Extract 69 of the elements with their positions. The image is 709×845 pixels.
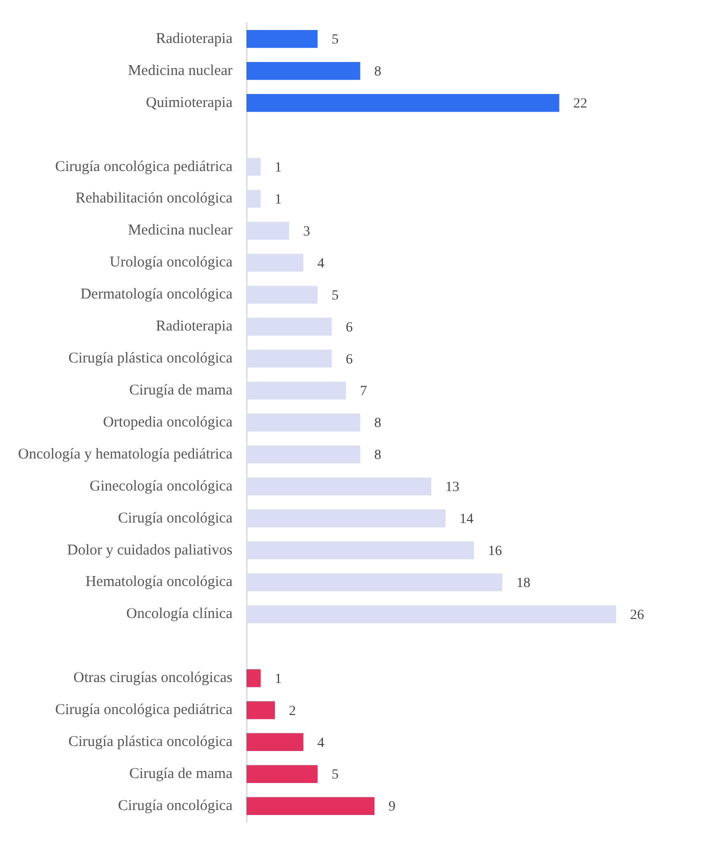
- data-label: 22: [573, 96, 588, 112]
- data-label: 4: [317, 736, 324, 751]
- bar: [246, 446, 360, 464]
- y-tick-label: Cirugía oncológica pediátrica: [55, 702, 233, 718]
- data-label: 14: [460, 512, 474, 528]
- bar: [246, 318, 332, 336]
- bar: [246, 477, 432, 496]
- y-tick-label: Radioterapia: [156, 318, 233, 335]
- data-label: 6: [346, 352, 353, 368]
- y-tick-label: Cirugía oncológica pediátrica: [55, 158, 233, 175]
- y-tick-label: Cirugía oncológica: [118, 510, 233, 526]
- data-label: 13: [445, 480, 460, 496]
- bar: [246, 797, 374, 815]
- bar: [246, 158, 261, 176]
- data-label: 8: [374, 416, 382, 432]
- bar: [246, 414, 360, 432]
- y-tick-label: Ortopedia oncológica: [102, 414, 233, 430]
- y-tick-label: Medicina nuclear: [128, 222, 233, 239]
- bar: [246, 222, 290, 240]
- y-tick-label: Otras cirugías oncológicas: [73, 670, 233, 686]
- bar: [246, 350, 332, 368]
- data-label: 9: [388, 800, 396, 815]
- y-tick-label: Hematología oncológica: [85, 574, 233, 590]
- y-tick-label: Cirugía de mama: [129, 766, 233, 782]
- y-tick-label: Dermatología oncológica: [80, 286, 233, 303]
- data-label: 6: [346, 320, 353, 336]
- data-label: 1: [274, 160, 282, 176]
- data-label: 5: [332, 288, 339, 304]
- bar: [246, 541, 474, 560]
- data-label: 26: [630, 608, 644, 623]
- bar: [246, 509, 446, 528]
- bar: [246, 382, 346, 400]
- bar: [246, 286, 318, 304]
- data-label: 7: [360, 384, 368, 400]
- data-label: 5: [332, 768, 339, 783]
- bar: [246, 733, 304, 752]
- y-tick-label: Medicina nuclear: [128, 62, 233, 79]
- data-label: 1: [274, 192, 282, 208]
- bar: [246, 190, 261, 208]
- y-tick-label: Radioterapia: [156, 30, 233, 47]
- data-label: 16: [488, 544, 502, 560]
- data-label: 2: [288, 704, 296, 719]
- data-label: 4: [317, 256, 324, 272]
- y-tick-label: Cirugía plástica oncológica: [68, 734, 233, 750]
- bar: [246, 701, 275, 720]
- bar: [246, 254, 304, 272]
- data-label: 18: [516, 576, 530, 591]
- bar: [246, 62, 360, 80]
- y-tick-label: Cirugía oncológica: [118, 798, 233, 814]
- bar: [246, 669, 261, 688]
- data-label: 3: [303, 224, 310, 240]
- bar: [246, 30, 318, 48]
- y-tick-label: Dolor y cuidados paliativos: [67, 542, 233, 558]
- data-label: 5: [332, 32, 339, 48]
- y-tick-label: Cirugía de mama: [129, 382, 233, 398]
- y-tick-label: Urología oncológica: [110, 254, 233, 271]
- y-tick-label: Oncología clínica: [126, 606, 233, 622]
- y-tick-label: Cirugía plástica oncológica: [68, 350, 233, 367]
- data-label: 8: [374, 64, 382, 80]
- y-tick-label: Quimioterapia: [146, 94, 233, 111]
- y-tick-label: Rehabilitación oncológica: [75, 190, 233, 207]
- bar: [246, 765, 318, 784]
- data-label: 1: [274, 672, 282, 687]
- data-label: 8: [374, 448, 382, 464]
- y-tick-label: Oncología y hematología pediátrica: [18, 446, 233, 462]
- bar: [246, 573, 502, 592]
- bar: [246, 94, 560, 112]
- bar: [246, 605, 616, 624]
- y-tick-label: Ginecología oncológica: [90, 478, 233, 494]
